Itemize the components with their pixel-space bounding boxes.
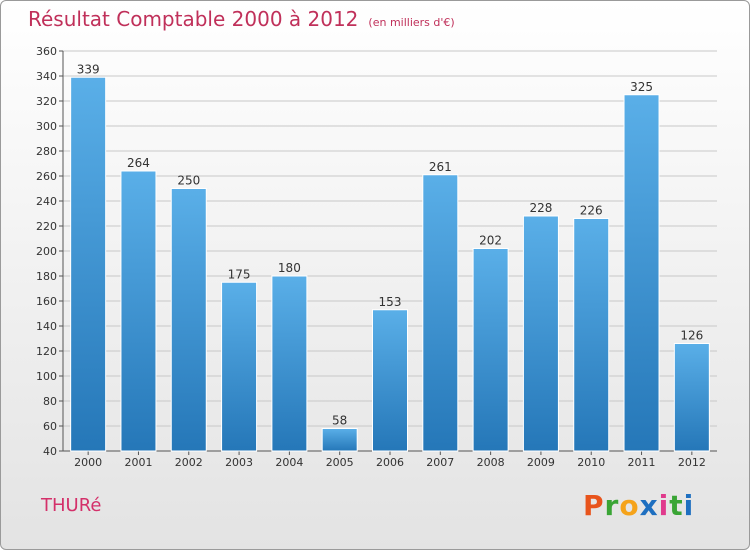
x-tick-label-2012: 2012: [678, 456, 706, 469]
data-label-2011: 325: [630, 80, 653, 94]
x-tick-label-2001: 2001: [124, 456, 152, 469]
y-tick-label: 140: [36, 320, 57, 333]
data-label-2006: 153: [379, 295, 402, 309]
commune-name: THURé: [41, 495, 102, 516]
data-label-2008: 202: [479, 234, 502, 248]
bar-2001: [120, 170, 157, 452]
y-tick-label: 300: [36, 120, 57, 133]
logo-letter: t: [669, 489, 684, 522]
x-tick-label-2003: 2003: [225, 456, 253, 469]
bar-2010: [573, 218, 610, 452]
labels: 40 60 80 100 120 140 160 180 200 220 240 260 280 300 3…: [36, 45, 706, 469]
y-tick-label: 260: [36, 170, 57, 183]
y-tick-label: 180: [36, 270, 57, 283]
bar-2011: [623, 94, 660, 452]
y-tick-label: 80: [43, 395, 57, 408]
data-label-2005: 58: [332, 414, 347, 428]
x-tick-label-2000: 2000: [74, 456, 102, 469]
data-label-2010: 226: [580, 204, 603, 218]
data-label-2002: 250: [177, 174, 200, 188]
y-tick-label: 120: [36, 345, 57, 358]
x-tick-label-2005: 2005: [326, 456, 354, 469]
y-tick-label: 280: [36, 145, 57, 158]
data-label-2004: 180: [278, 261, 301, 275]
bar-2006: [372, 309, 408, 452]
bar-2008: [472, 248, 509, 452]
data-label-2003: 175: [228, 267, 251, 281]
y-tick-label: 360: [36, 45, 57, 58]
x-tick-label-2006: 2006: [376, 456, 404, 469]
data-label-2012: 126: [680, 329, 703, 343]
x-tick-label-2008: 2008: [477, 456, 505, 469]
y-tick-label: 40: [43, 445, 57, 458]
bar-2003: [221, 281, 258, 452]
bar-2000: [70, 76, 107, 452]
y-tick-label: 220: [36, 220, 57, 233]
proxiti-logo: Proxiti: [583, 489, 694, 522]
logo-letter: P: [583, 489, 605, 522]
bar-2005: [321, 428, 358, 452]
x-tick-label-2011: 2011: [628, 456, 656, 469]
x-tick-label-2009: 2009: [527, 456, 555, 469]
chart-subtitle: (en milliers d'€): [368, 16, 455, 29]
logo-letter: r: [604, 489, 620, 522]
x-tick-label-2002: 2002: [175, 456, 203, 469]
y-tick-label: 160: [36, 295, 57, 308]
bar-2004: [271, 275, 308, 452]
bar-2007: [422, 174, 459, 452]
chart-title-text: Résultat Comptable 2000 à 2012: [28, 7, 359, 31]
y-tick-label: 320: [36, 95, 57, 108]
x-tick-label-2004: 2004: [275, 456, 303, 469]
chart-title: Résultat Comptable 2000 à 2012 (en millie…: [28, 7, 455, 31]
bar-2009: [522, 215, 559, 452]
y-tick-label: 340: [36, 70, 57, 83]
x-tick-label-2007: 2007: [426, 456, 454, 469]
y-tick-label: 60: [43, 420, 57, 433]
bar-2012: [673, 343, 710, 452]
x-tick-label-2010: 2010: [577, 456, 605, 469]
y-tick-label: 200: [36, 245, 57, 258]
logo-letter: i: [658, 489, 670, 522]
y-tick-label: 240: [36, 195, 57, 208]
bar-2002: [170, 188, 207, 452]
data-label-2007: 261: [429, 160, 452, 174]
logo-letter: i: [683, 489, 695, 522]
data-label-2001: 264: [127, 156, 150, 170]
data-label-2000: 339: [77, 62, 100, 76]
logo-letter: o: [619, 489, 640, 522]
bars: [70, 76, 710, 452]
logo-letter: x: [639, 489, 659, 522]
data-label-2009: 228: [529, 201, 552, 215]
y-tick-label: 100: [36, 370, 57, 383]
